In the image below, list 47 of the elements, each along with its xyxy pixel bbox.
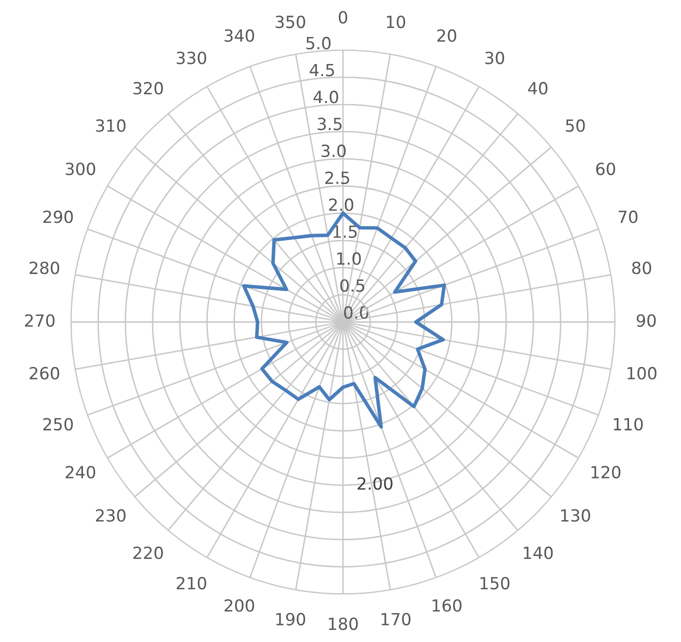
spoke-label: 240 (66, 466, 96, 478)
spoke-label: 140 (524, 546, 553, 560)
spoke-label: 290 (43, 210, 73, 224)
spoke-label: 230 (96, 509, 126, 522)
spoke-label: 180 (328, 617, 358, 630)
spoke-label: 280 (30, 262, 60, 274)
spoke-label: 220 (133, 546, 163, 560)
y-tick-label: 3.0 (322, 144, 346, 158)
text: 2.00 (358, 477, 392, 490)
y-tick-label: 5.0 (306, 36, 331, 50)
spoke-label: 70 (618, 210, 638, 224)
spoke-label: 60 (596, 162, 616, 176)
spoke-label: 80 (632, 262, 652, 274)
spoke-label: 10 (386, 16, 406, 28)
y-tick-label: 0.5 (340, 279, 364, 292)
spoke-label: 200 (224, 599, 254, 612)
spoke-label: 150 (480, 576, 510, 590)
spoke-label: 0 (338, 10, 348, 24)
spoke-label: 40 (528, 82, 548, 95)
spoke-label: 160 (432, 599, 462, 612)
y-tick-label: 1.0 (337, 252, 361, 265)
spoke-label: 130 (561, 509, 590, 522)
spoke-label: 260 (30, 366, 60, 380)
y-tick-label: 4.5 (310, 64, 334, 76)
spoke-label: 190 (276, 612, 306, 626)
y-tick-label: 2.0 (329, 198, 354, 212)
spoke-label: 320 (133, 82, 163, 95)
spoke-label: 100 (628, 366, 656, 380)
spoke-label: 300 (66, 162, 96, 176)
spoke-label: 340 (224, 29, 254, 42)
y-tick-label: 1.5 (333, 226, 357, 238)
spoke-label: 270 (25, 314, 55, 327)
spoke-label: 210 (176, 576, 206, 590)
y-tick-label: 2.5 (325, 171, 350, 184)
spoke-label: 350 (276, 16, 306, 28)
spoke-label: 120 (592, 466, 620, 478)
spoke-label: 110 (614, 418, 643, 431)
spoke-label: 250 (43, 418, 73, 431)
spoke-label: 30 (485, 52, 504, 64)
spoke-label: 50 (566, 119, 585, 132)
y-tick-label: 3.5 (318, 118, 342, 130)
spoke-label: 90 (636, 314, 656, 327)
spoke-label: 330 (176, 52, 206, 64)
spoke-label: 170 (382, 612, 410, 626)
y-tick-label: 4.0 (314, 90, 338, 104)
spoke-label: 20 (437, 29, 456, 42)
spoke-label: 310 (96, 119, 126, 132)
